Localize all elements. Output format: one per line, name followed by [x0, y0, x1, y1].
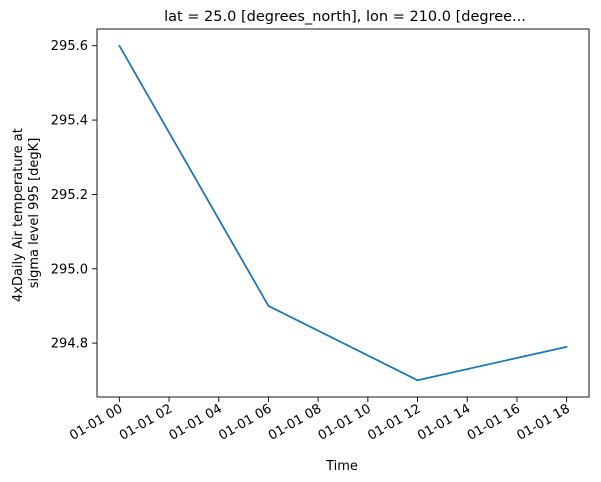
- y-tick-label: 295.6: [51, 39, 88, 54]
- x-tick-label: 01-01 12: [365, 401, 423, 443]
- series-line: [118, 44, 568, 382]
- x-tick-label: 01-01 14: [415, 401, 473, 443]
- y-tick-label: 295.4: [51, 114, 88, 129]
- y-tick-label: 295.0: [51, 262, 88, 277]
- x-tick-label: 01-01 10: [316, 401, 374, 443]
- x-tick-label: 01-01 18: [515, 401, 573, 443]
- y-tick-label: 295.2: [51, 188, 88, 203]
- x-axis-label: Time: [325, 459, 358, 474]
- x-tick-label: 01-01 08: [266, 401, 324, 443]
- y-axis-label-line-2: sigma level 995 [degK]: [27, 138, 42, 289]
- x-tick-label: 01-01 02: [117, 401, 175, 443]
- chart-title: lat = 25.0 [degrees_north], lon = 210.0 …: [164, 9, 526, 25]
- x-tick-label: 01-01 04: [167, 401, 225, 443]
- x-tick-label: 01-01 16: [465, 401, 523, 443]
- y-axis-label-line-1: 4xDaily Air temperature at: [11, 128, 26, 302]
- y-axis-label: 4xDaily Air temperature at sigma level 9…: [11, 124, 42, 302]
- plot-frame: [96, 28, 590, 398]
- y-tick-label: 294.8: [51, 337, 88, 352]
- x-tick-label: 01-01 00: [67, 401, 125, 443]
- y-axis: 294.8 295.0 295.2 295.4 295.6: [51, 39, 97, 352]
- x-tick-label: 01-01 06: [216, 401, 274, 443]
